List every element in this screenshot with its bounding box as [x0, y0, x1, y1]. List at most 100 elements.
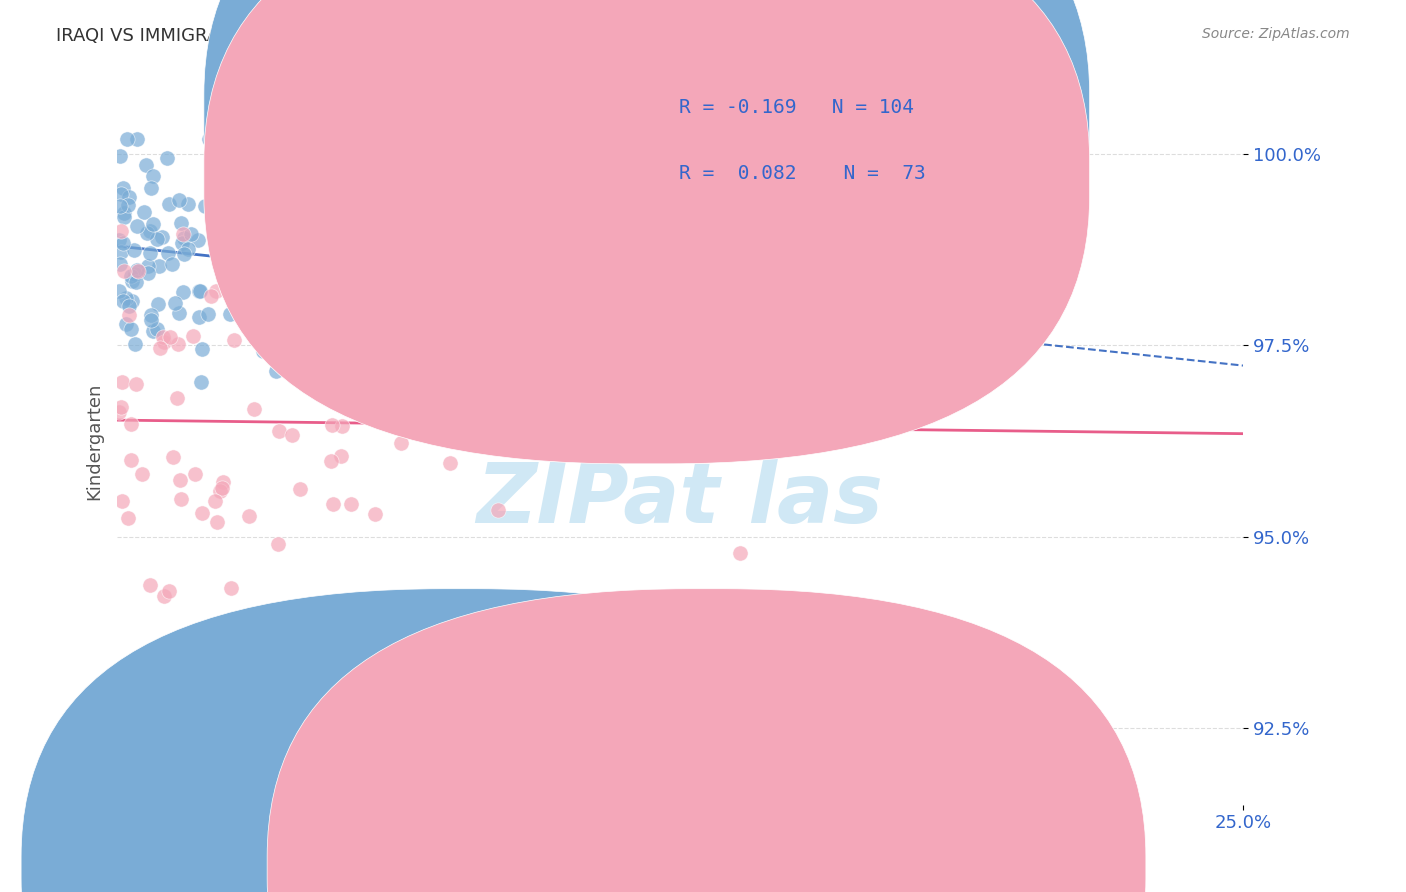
Text: Immigrants from Portugal: Immigrants from Portugal	[666, 852, 880, 870]
Point	[281, 428, 304, 442]
Point	[188, 284, 211, 298]
Point	[222, 333, 245, 347]
Point	[211, 481, 233, 495]
Point	[110, 223, 132, 237]
Text: R = -0.169   N = 104: R = -0.169 N = 104	[679, 97, 914, 117]
Point	[136, 266, 159, 280]
Point	[247, 191, 270, 205]
Point	[124, 337, 146, 351]
Point	[121, 274, 143, 288]
Point	[173, 231, 195, 245]
Text: Iraqis: Iraqis	[512, 852, 557, 870]
Point	[287, 241, 309, 255]
Point	[135, 227, 157, 241]
Point	[124, 377, 146, 392]
Point	[264, 364, 287, 378]
Point	[181, 328, 204, 343]
Point	[170, 492, 193, 507]
Point	[463, 600, 485, 615]
Point	[139, 308, 162, 322]
Point	[202, 650, 225, 665]
Point	[167, 306, 190, 320]
Point	[110, 244, 132, 259]
Point	[121, 293, 143, 308]
Point	[142, 169, 165, 183]
Point	[122, 244, 145, 258]
Point	[522, 223, 544, 237]
Point	[204, 494, 226, 508]
Point	[188, 310, 211, 324]
Point	[108, 199, 131, 213]
Point	[336, 168, 359, 182]
Point	[239, 238, 262, 252]
Point	[245, 230, 267, 244]
Point	[117, 131, 139, 145]
Point	[127, 131, 149, 145]
Point	[170, 216, 193, 230]
Point	[363, 507, 385, 521]
Point	[159, 197, 181, 211]
Point	[160, 257, 183, 271]
Point	[225, 158, 247, 172]
Point	[321, 454, 343, 468]
Point	[191, 343, 214, 357]
Point	[125, 263, 148, 277]
Point	[112, 210, 135, 224]
Point	[224, 301, 246, 315]
Point	[112, 206, 135, 220]
Point	[496, 269, 519, 284]
Point	[152, 330, 174, 344]
Point	[240, 252, 263, 266]
Point	[728, 546, 751, 560]
Point	[118, 189, 141, 203]
Point	[208, 484, 231, 499]
Text: R =  0.082    N =  73: R = 0.082 N = 73	[679, 164, 925, 184]
Point	[111, 180, 134, 194]
Point	[118, 309, 141, 323]
Point	[127, 264, 149, 278]
Point	[436, 404, 458, 418]
Point	[190, 375, 212, 389]
Point	[112, 293, 135, 308]
Point	[177, 242, 200, 256]
Point	[141, 313, 163, 327]
Point	[134, 204, 156, 219]
Point	[267, 305, 290, 319]
Point	[163, 295, 186, 310]
Point	[267, 424, 290, 438]
Point	[120, 417, 142, 431]
Point	[167, 194, 190, 208]
Point	[142, 217, 165, 231]
Point	[217, 220, 239, 235]
Point	[120, 452, 142, 467]
Point	[139, 245, 162, 260]
Point	[142, 324, 165, 338]
Point	[366, 235, 388, 250]
Point	[439, 457, 461, 471]
Point	[111, 494, 134, 508]
Point	[254, 238, 277, 252]
Point	[235, 659, 257, 673]
Point	[226, 268, 249, 282]
Point	[270, 162, 292, 177]
Point	[404, 370, 426, 384]
Point	[136, 259, 159, 273]
Point	[153, 334, 176, 349]
Point	[139, 578, 162, 592]
Point	[139, 181, 162, 195]
Point	[322, 358, 344, 372]
Point	[212, 475, 235, 489]
Point	[111, 375, 134, 389]
Point	[118, 299, 141, 313]
Point	[330, 419, 353, 434]
Point	[219, 581, 242, 595]
Point	[259, 244, 281, 258]
Point	[197, 307, 219, 321]
Point	[114, 292, 136, 306]
Point	[378, 349, 401, 363]
Point	[172, 236, 194, 251]
Point	[169, 474, 191, 488]
Point	[135, 158, 157, 172]
Point	[166, 337, 188, 351]
Point	[252, 343, 274, 358]
